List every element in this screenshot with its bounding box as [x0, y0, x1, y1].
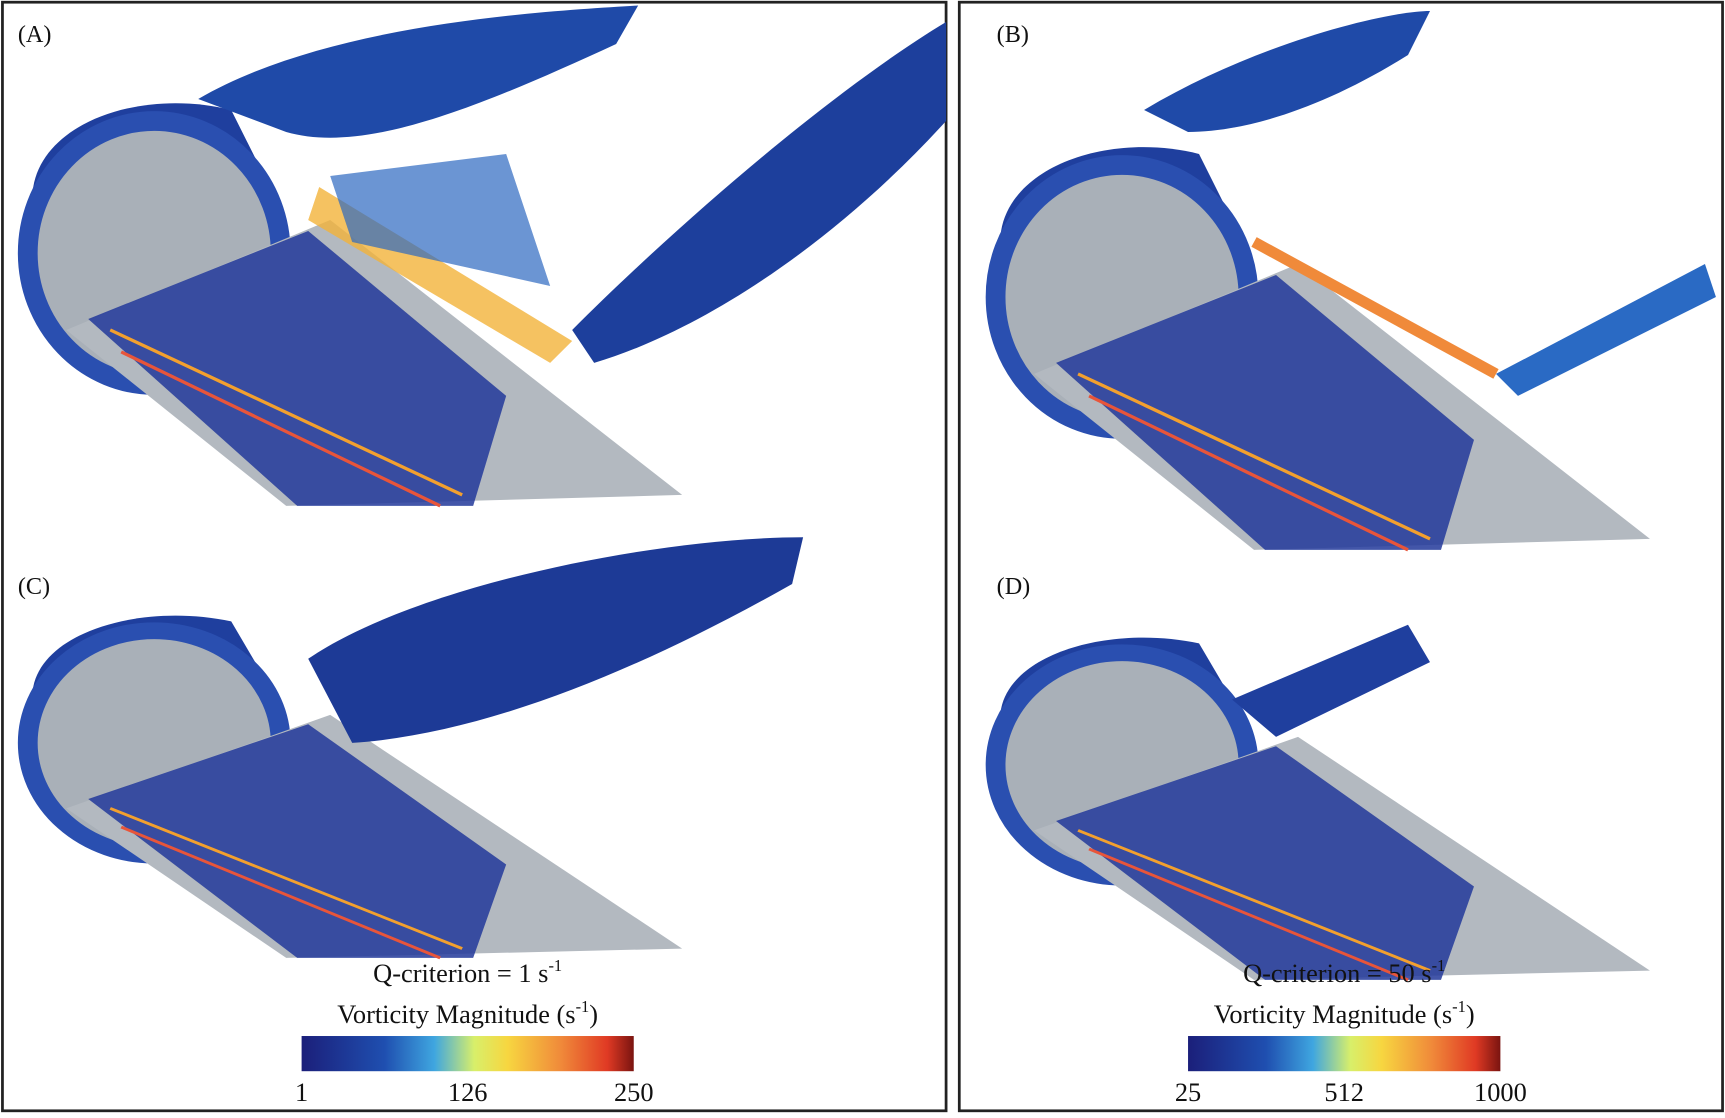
q-exponent: -1	[1432, 956, 1446, 975]
colorbar-tick-label: 250	[614, 1077, 654, 1107]
colorbar-tick-label: 126	[448, 1077, 488, 1107]
q-criterion: Q-criterion = 1 s-1	[373, 956, 562, 988]
legend-title: Vorticity Magnitude (s-1)	[337, 997, 598, 1029]
title-exponent: -1	[576, 997, 590, 1016]
colorbar-tick-label: 25	[1175, 1077, 1201, 1107]
q-criterion: Q-criterion = 50 s-1	[1243, 956, 1445, 988]
title-close: )	[1466, 999, 1475, 1029]
title-close: )	[589, 999, 598, 1029]
colorbar-tick-label: 1000	[1474, 1077, 1527, 1107]
title: Vorticity Magnitude (s	[337, 999, 575, 1029]
panel-frame	[1, 0, 948, 1113]
colorbar-tick-label: 1	[295, 1077, 308, 1107]
panel-frame	[957, 0, 1724, 1113]
panel-a-image	[22, 5, 947, 505]
panel-d-image	[990, 624, 1650, 980]
q-exponent: -1	[548, 956, 562, 975]
colorbar	[1188, 1036, 1501, 1072]
title-exponent: -1	[1452, 997, 1466, 1016]
panel-label: (A)	[18, 21, 52, 48]
panel-label: (D)	[997, 573, 1031, 600]
panel-c-image	[22, 537, 804, 958]
colorbar	[301, 1036, 634, 1072]
q-text: Q-criterion = 1 s	[373, 958, 548, 988]
title: Vorticity Magnitude (s	[1214, 999, 1452, 1029]
panel-b-image	[990, 10, 1716, 550]
legend-title: Vorticity Magnitude (s-1)	[1214, 997, 1475, 1029]
panel-label: (B)	[997, 21, 1029, 48]
q-text: Q-criterion = 50 s	[1243, 958, 1431, 988]
panel-label: (C)	[18, 573, 50, 600]
colorbar-tick-label: 512	[1324, 1077, 1364, 1107]
